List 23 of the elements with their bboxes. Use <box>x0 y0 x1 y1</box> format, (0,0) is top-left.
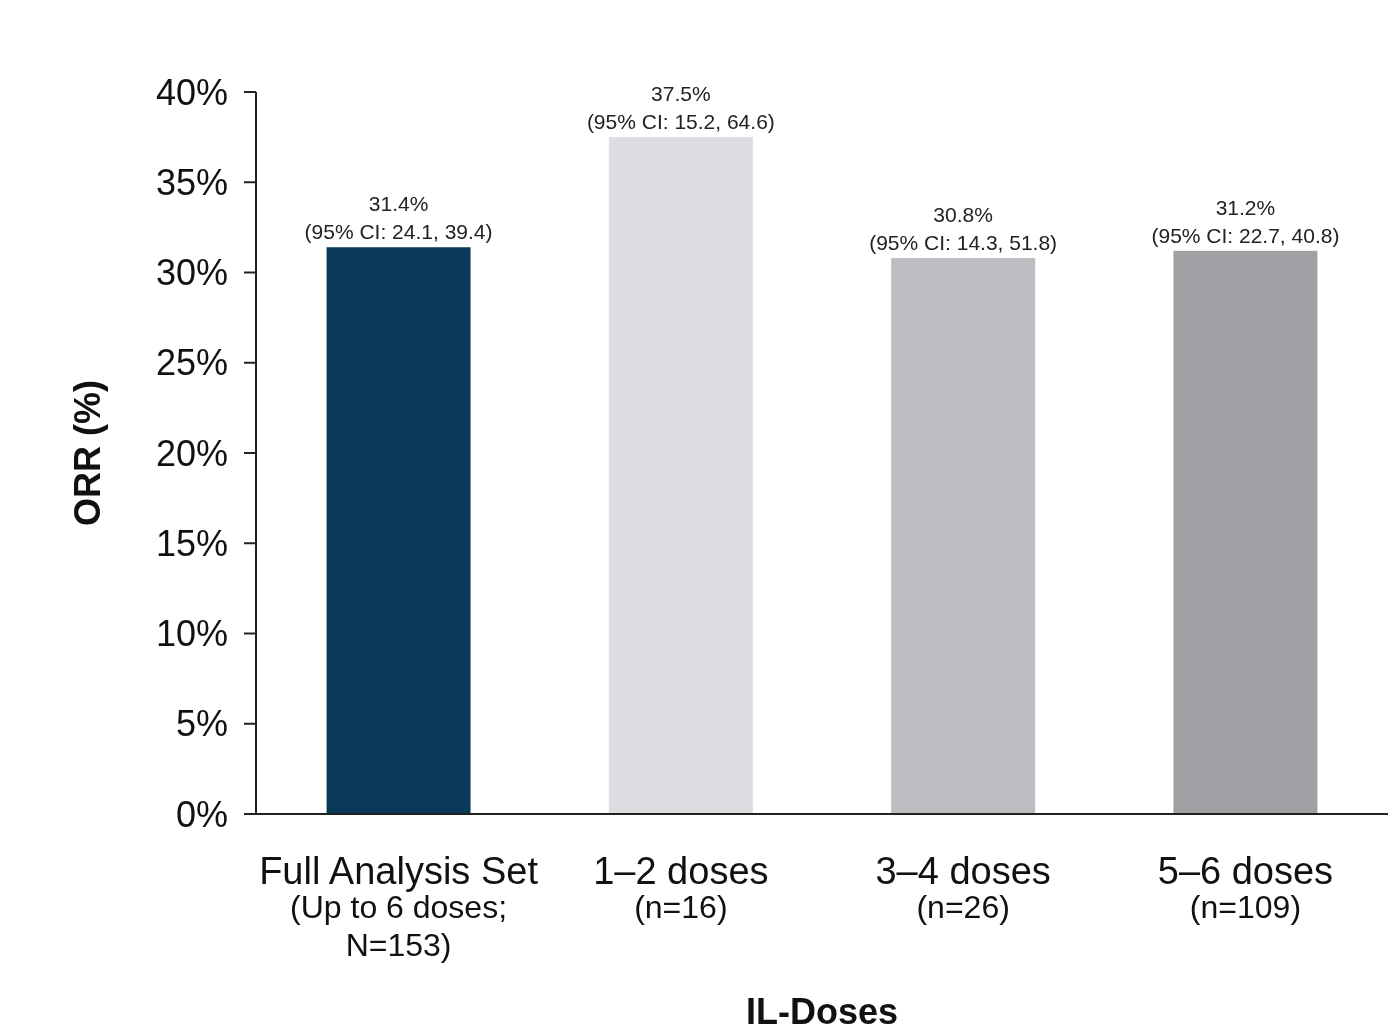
data-label: 31.2% (95% CI: 22.7, 40.8) <box>1151 195 1340 247</box>
bar <box>326 247 471 814</box>
x-tick-label: 5–6 doses (n=109) <box>1157 850 1334 925</box>
bar <box>608 137 753 814</box>
x-tick-label: 3–4 doses (n=26) <box>875 850 1051 925</box>
y-tick-label: 0% <box>175 793 228 835</box>
data-label: 31.4% (95% CI: 24.1, 39.4) <box>304 192 493 244</box>
bar <box>1173 250 1318 814</box>
y-tick-label: 30% <box>155 252 228 294</box>
x-tick-label: 1–2 doses (n=16) <box>593 850 769 925</box>
y-tick-label: 15% <box>155 522 228 564</box>
y-axis-title: ORR (%) <box>67 380 108 526</box>
y-tick-label: 40% <box>155 71 228 113</box>
bar <box>891 258 1036 814</box>
data-label: 30.8% (95% CI: 14.3, 51.8) <box>869 203 1058 255</box>
x-tick-label: Full Analysis Set (Up to 6 doses; N=153) <box>259 850 539 963</box>
y-tick-label: 20% <box>155 432 228 474</box>
y-tick-label: 5% <box>175 703 228 745</box>
y-tick-label: 25% <box>155 342 228 384</box>
x-axis-title: IL-Doses <box>745 991 899 1032</box>
data-label: 37.5% (95% CI: 15.2, 64.6) <box>586 82 775 134</box>
y-tick-label: 10% <box>155 613 228 655</box>
y-tick-label: 35% <box>155 161 228 203</box>
